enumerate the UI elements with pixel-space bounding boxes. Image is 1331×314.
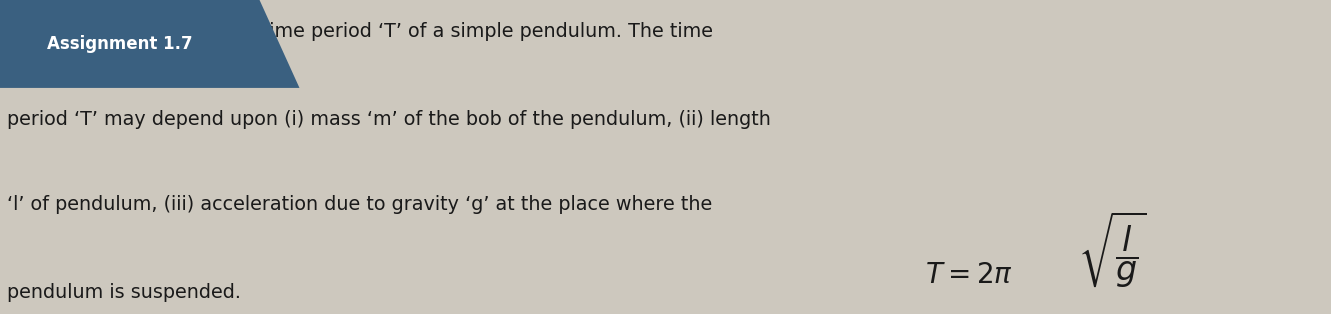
Text: $T = 2\pi$: $T = 2\pi$ [925,261,1013,289]
Text: period ‘T’ may depend upon (i) mass ‘m’ of the bob of the pendulum, (ii) length: period ‘T’ may depend upon (i) mass ‘m’ … [7,110,771,129]
Polygon shape [0,0,299,88]
Text: Find an expression for the time period ‘T’ of a simple pendulum. The time: Find an expression for the time period ‘… [7,22,712,41]
Text: ‘l’ of pendulum, (iii) acceleration due to gravity ‘g’ at the place where the: ‘l’ of pendulum, (iii) acceleration due … [7,195,712,214]
Text: Assignment 1.7: Assignment 1.7 [47,35,193,52]
Text: pendulum is suspended.: pendulum is suspended. [7,283,241,302]
Text: $\sqrt{\dfrac{l}{g}}$: $\sqrt{\dfrac{l}{g}}$ [1078,209,1147,289]
